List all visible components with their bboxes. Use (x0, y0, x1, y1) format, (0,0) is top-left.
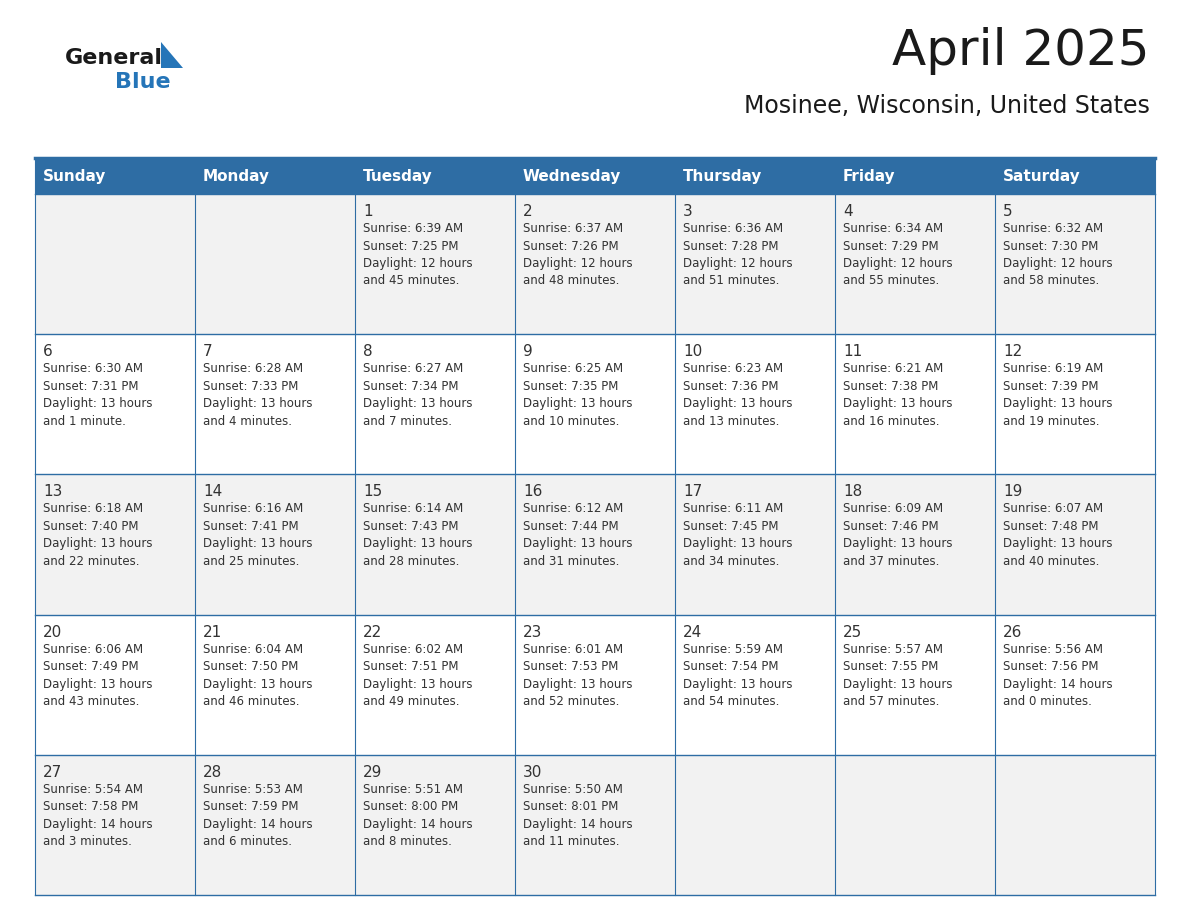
Text: Sunday: Sunday (43, 169, 107, 184)
Text: Sunrise: 6:01 AM
Sunset: 7:53 PM
Daylight: 13 hours
and 52 minutes.: Sunrise: 6:01 AM Sunset: 7:53 PM Dayligh… (523, 643, 632, 708)
Text: 8: 8 (364, 344, 373, 359)
Text: 2: 2 (523, 204, 532, 219)
Text: 22: 22 (364, 624, 383, 640)
Bar (34, 475, 1155, 614)
Text: 5: 5 (1003, 204, 1012, 219)
Text: Sunrise: 6:25 AM
Sunset: 7:35 PM
Daylight: 13 hours
and 10 minutes.: Sunrise: 6:25 AM Sunset: 7:35 PM Dayligh… (523, 363, 632, 428)
Text: 1: 1 (364, 204, 373, 219)
Text: 4: 4 (843, 204, 853, 219)
Text: Sunrise: 6:07 AM
Sunset: 7:48 PM
Daylight: 13 hours
and 40 minutes.: Sunrise: 6:07 AM Sunset: 7:48 PM Dayligh… (1003, 502, 1112, 568)
Text: Sunrise: 6:36 AM
Sunset: 7:28 PM
Daylight: 12 hours
and 51 minutes.: Sunrise: 6:36 AM Sunset: 7:28 PM Dayligh… (683, 222, 792, 287)
Text: Sunrise: 6:21 AM
Sunset: 7:38 PM
Daylight: 13 hours
and 16 minutes.: Sunrise: 6:21 AM Sunset: 7:38 PM Dayligh… (843, 363, 953, 428)
Text: Sunrise: 5:57 AM
Sunset: 7:55 PM
Daylight: 13 hours
and 57 minutes.: Sunrise: 5:57 AM Sunset: 7:55 PM Dayligh… (843, 643, 953, 708)
Text: Tuesday: Tuesday (364, 169, 432, 184)
Text: 27: 27 (43, 765, 62, 779)
Text: 25: 25 (843, 624, 862, 640)
Bar (34, 614, 1155, 755)
Text: Thursday: Thursday (683, 169, 763, 184)
Text: Sunrise: 6:06 AM
Sunset: 7:49 PM
Daylight: 13 hours
and 43 minutes.: Sunrise: 6:06 AM Sunset: 7:49 PM Dayligh… (43, 643, 152, 708)
Text: Mosinee, Wisconsin, United States: Mosinee, Wisconsin, United States (744, 94, 1150, 118)
Text: 16: 16 (523, 485, 543, 499)
Text: 17: 17 (683, 485, 702, 499)
Text: Sunrise: 6:28 AM
Sunset: 7:33 PM
Daylight: 13 hours
and 4 minutes.: Sunrise: 6:28 AM Sunset: 7:33 PM Dayligh… (203, 363, 312, 428)
Text: Saturday: Saturday (1003, 169, 1081, 184)
Text: General: General (65, 48, 163, 68)
Text: 6: 6 (43, 344, 52, 359)
Text: Sunrise: 6:19 AM
Sunset: 7:39 PM
Daylight: 13 hours
and 19 minutes.: Sunrise: 6:19 AM Sunset: 7:39 PM Dayligh… (1003, 363, 1112, 428)
Text: 30: 30 (523, 765, 543, 779)
Text: Sunrise: 5:50 AM
Sunset: 8:01 PM
Daylight: 14 hours
and 11 minutes.: Sunrise: 5:50 AM Sunset: 8:01 PM Dayligh… (523, 783, 633, 848)
Text: 3: 3 (683, 204, 693, 219)
Text: April 2025: April 2025 (892, 27, 1150, 75)
Text: Sunrise: 6:16 AM
Sunset: 7:41 PM
Daylight: 13 hours
and 25 minutes.: Sunrise: 6:16 AM Sunset: 7:41 PM Dayligh… (203, 502, 312, 568)
Text: 23: 23 (523, 624, 543, 640)
Text: 15: 15 (364, 485, 383, 499)
Text: 19: 19 (1003, 485, 1023, 499)
Text: Sunrise: 5:51 AM
Sunset: 8:00 PM
Daylight: 14 hours
and 8 minutes.: Sunrise: 5:51 AM Sunset: 8:00 PM Dayligh… (364, 783, 473, 848)
Text: Friday: Friday (843, 169, 896, 184)
Polygon shape (162, 42, 183, 68)
Text: Sunrise: 6:37 AM
Sunset: 7:26 PM
Daylight: 12 hours
and 48 minutes.: Sunrise: 6:37 AM Sunset: 7:26 PM Dayligh… (523, 222, 633, 287)
Text: Sunrise: 6:23 AM
Sunset: 7:36 PM
Daylight: 13 hours
and 13 minutes.: Sunrise: 6:23 AM Sunset: 7:36 PM Dayligh… (683, 363, 792, 428)
Text: 10: 10 (683, 344, 702, 359)
Text: Sunrise: 5:53 AM
Sunset: 7:59 PM
Daylight: 14 hours
and 6 minutes.: Sunrise: 5:53 AM Sunset: 7:59 PM Dayligh… (203, 783, 312, 848)
Text: Monday: Monday (203, 169, 270, 184)
Text: Sunrise: 6:11 AM
Sunset: 7:45 PM
Daylight: 13 hours
and 34 minutes.: Sunrise: 6:11 AM Sunset: 7:45 PM Dayligh… (683, 502, 792, 568)
Text: 13: 13 (43, 485, 63, 499)
Text: 26: 26 (1003, 624, 1023, 640)
Text: 11: 11 (843, 344, 862, 359)
Text: Sunrise: 6:18 AM
Sunset: 7:40 PM
Daylight: 13 hours
and 22 minutes.: Sunrise: 6:18 AM Sunset: 7:40 PM Dayligh… (43, 502, 152, 568)
Bar (34, 194, 1155, 334)
Text: 18: 18 (843, 485, 862, 499)
Text: 21: 21 (203, 624, 222, 640)
Bar (34, 334, 1155, 475)
Text: Sunrise: 6:39 AM
Sunset: 7:25 PM
Daylight: 12 hours
and 45 minutes.: Sunrise: 6:39 AM Sunset: 7:25 PM Dayligh… (364, 222, 473, 287)
Text: Sunrise: 5:59 AM
Sunset: 7:54 PM
Daylight: 13 hours
and 54 minutes.: Sunrise: 5:59 AM Sunset: 7:54 PM Dayligh… (683, 643, 792, 708)
Text: Sunrise: 6:12 AM
Sunset: 7:44 PM
Daylight: 13 hours
and 31 minutes.: Sunrise: 6:12 AM Sunset: 7:44 PM Dayligh… (523, 502, 632, 568)
Text: 24: 24 (683, 624, 702, 640)
Text: Sunrise: 6:09 AM
Sunset: 7:46 PM
Daylight: 13 hours
and 37 minutes.: Sunrise: 6:09 AM Sunset: 7:46 PM Dayligh… (843, 502, 953, 568)
Text: 28: 28 (203, 765, 222, 779)
Text: Sunrise: 5:56 AM
Sunset: 7:56 PM
Daylight: 14 hours
and 0 minutes.: Sunrise: 5:56 AM Sunset: 7:56 PM Dayligh… (1003, 643, 1113, 708)
Text: Sunrise: 6:27 AM
Sunset: 7:34 PM
Daylight: 13 hours
and 7 minutes.: Sunrise: 6:27 AM Sunset: 7:34 PM Dayligh… (364, 363, 473, 428)
Text: 9: 9 (523, 344, 532, 359)
Text: Sunrise: 6:30 AM
Sunset: 7:31 PM
Daylight: 13 hours
and 1 minute.: Sunrise: 6:30 AM Sunset: 7:31 PM Dayligh… (43, 363, 152, 428)
Text: Sunrise: 5:54 AM
Sunset: 7:58 PM
Daylight: 14 hours
and 3 minutes.: Sunrise: 5:54 AM Sunset: 7:58 PM Dayligh… (43, 783, 152, 848)
Text: Sunrise: 6:34 AM
Sunset: 7:29 PM
Daylight: 12 hours
and 55 minutes.: Sunrise: 6:34 AM Sunset: 7:29 PM Dayligh… (843, 222, 953, 287)
Text: Sunrise: 6:04 AM
Sunset: 7:50 PM
Daylight: 13 hours
and 46 minutes.: Sunrise: 6:04 AM Sunset: 7:50 PM Dayligh… (203, 643, 312, 708)
Text: Sunrise: 6:32 AM
Sunset: 7:30 PM
Daylight: 12 hours
and 58 minutes.: Sunrise: 6:32 AM Sunset: 7:30 PM Dayligh… (1003, 222, 1113, 287)
Text: Blue: Blue (115, 72, 171, 92)
Text: 14: 14 (203, 485, 222, 499)
Text: Wednesday: Wednesday (523, 169, 621, 184)
Bar (34, 755, 1155, 895)
Text: 29: 29 (364, 765, 383, 779)
Text: 20: 20 (43, 624, 62, 640)
Text: 7: 7 (203, 344, 213, 359)
Text: 12: 12 (1003, 344, 1022, 359)
Text: Sunrise: 6:14 AM
Sunset: 7:43 PM
Daylight: 13 hours
and 28 minutes.: Sunrise: 6:14 AM Sunset: 7:43 PM Dayligh… (364, 502, 473, 568)
Bar (34, 158, 1155, 194)
Text: Sunrise: 6:02 AM
Sunset: 7:51 PM
Daylight: 13 hours
and 49 minutes.: Sunrise: 6:02 AM Sunset: 7:51 PM Dayligh… (364, 643, 473, 708)
